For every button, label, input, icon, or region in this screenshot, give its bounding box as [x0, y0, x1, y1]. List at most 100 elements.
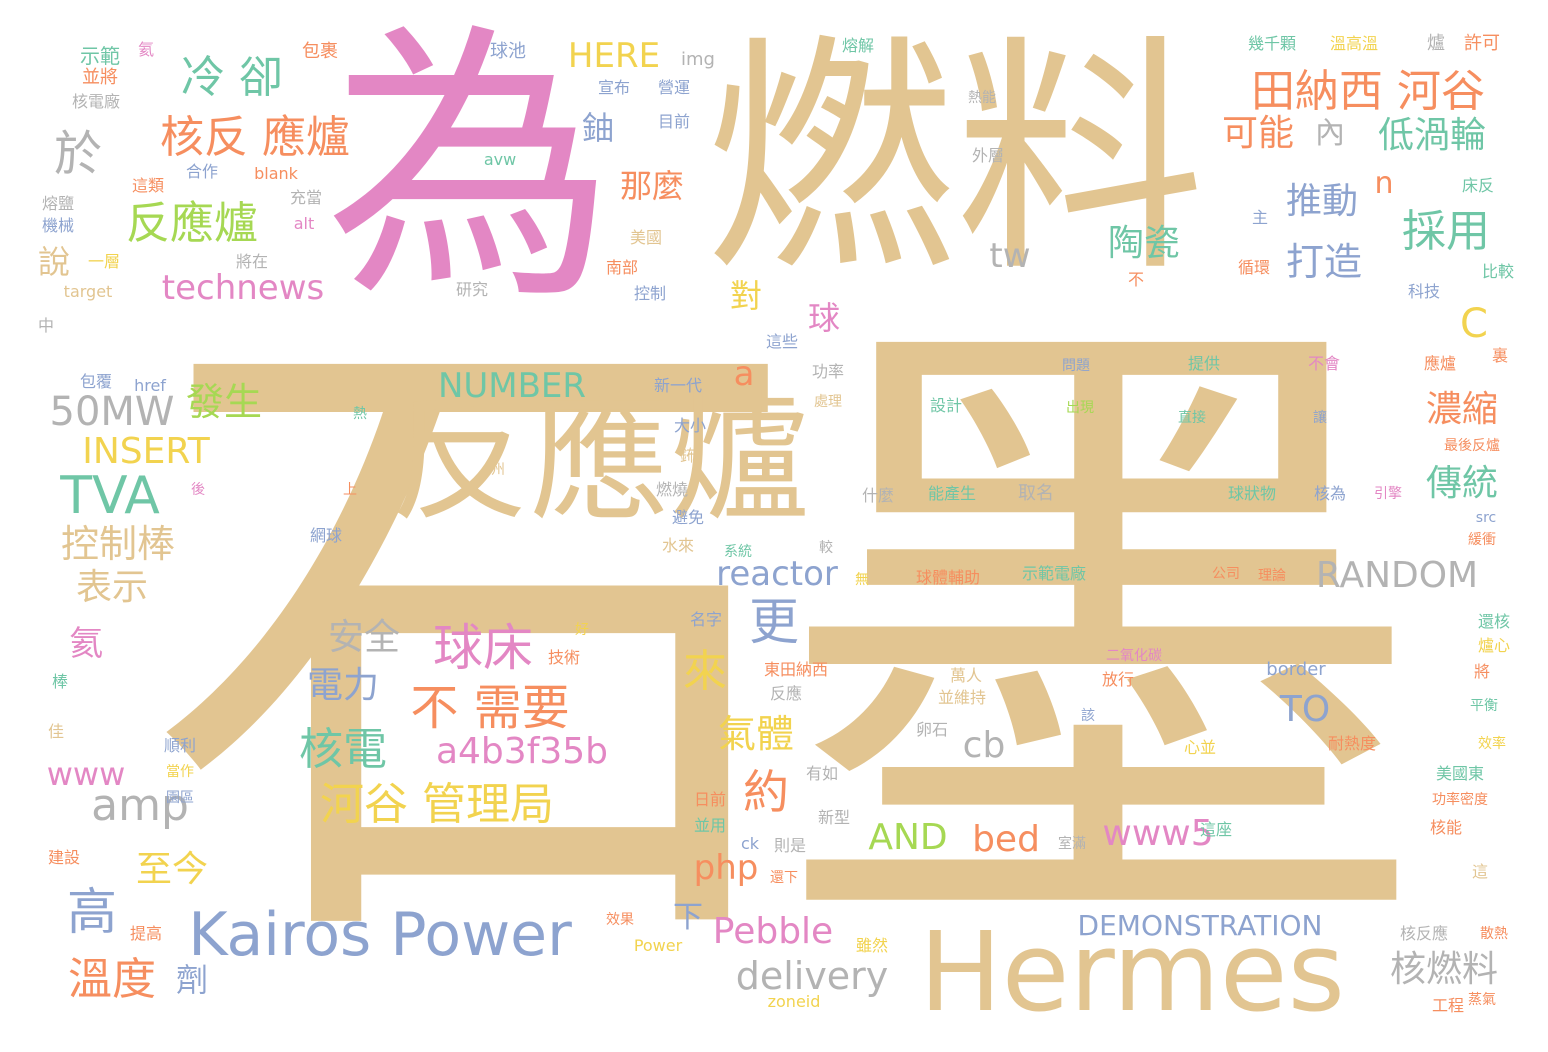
word-small: 床反 — [1461, 176, 1495, 195]
word-biaoshi: 表示 — [75, 567, 149, 608]
word-c: C — [1460, 301, 1488, 347]
word-small: 技術 — [547, 648, 581, 667]
word-small: 效果 — [606, 912, 634, 928]
word-small: 最後反爐 — [1444, 438, 1500, 454]
word-small: 爐 — [1427, 33, 1445, 54]
word-ji: 劑 — [175, 961, 209, 999]
word-small: 州 — [491, 462, 505, 478]
word-nei: 內 — [1315, 116, 1345, 151]
word-small: 還下 — [770, 870, 798, 886]
word-small: 上 — [343, 482, 357, 498]
word-small: 什麼 — [861, 486, 895, 505]
word-technews: technews — [161, 268, 325, 308]
word-small: alt — [293, 214, 315, 233]
word-small: 提供 — [1187, 354, 1221, 373]
word-small: 順利 — [163, 736, 197, 755]
word-small: 球池 — [490, 41, 526, 62]
word-50mw: 50MW — [49, 389, 175, 435]
word-small: ck — [740, 834, 760, 853]
word-small: 美國東 — [1435, 764, 1485, 783]
word-small: 這些 — [765, 332, 799, 351]
word-small: Power — [633, 936, 683, 955]
word-small: 棒 — [51, 672, 69, 691]
word-small: 功率 — [811, 362, 845, 381]
word-reactor: reactor — [716, 554, 838, 594]
word-qiti: 氣體 — [717, 712, 795, 756]
word-here: HERE — [567, 36, 661, 76]
word-small: 好 — [575, 622, 589, 638]
word-tuidong: 推動 — [1285, 181, 1359, 222]
word-qiu: 球 — [807, 299, 841, 337]
word-dazao: 打造 — [1285, 240, 1363, 284]
word-chuantong: 傳統 — [1425, 463, 1499, 504]
word-dianli: 電力 — [306, 665, 380, 706]
word-small: 不會 — [1307, 354, 1341, 373]
word-small: 許可 — [1464, 33, 1500, 54]
word-small: 系統 — [724, 544, 752, 560]
word-small: 東田納西 — [763, 660, 829, 679]
word-small: 提高 — [129, 924, 163, 943]
word-shimo: 石墨 — [150, 255, 1430, 1024]
word-small: 萬人 — [949, 666, 983, 685]
word-small: 室滿 — [1058, 836, 1086, 852]
word-small: 研究 — [455, 280, 489, 299]
word-small: 核電廠 — [71, 92, 121, 111]
word-kairos: Kairos Power — [188, 900, 572, 970]
word-small: 出現 — [1066, 400, 1094, 416]
word-small: 球狀物 — [1227, 484, 1277, 503]
word-small: 卵石 — [915, 720, 949, 739]
word-and: AND — [868, 817, 948, 858]
word-small: 比較 — [1481, 262, 1515, 281]
word-small: 美國 — [629, 228, 663, 247]
word-small: 建設 — [47, 848, 81, 867]
word-small: target — [63, 282, 113, 301]
word-wei: 為 — [325, 1, 615, 338]
word-small: 這座 — [1199, 820, 1233, 839]
word-small: 問題 — [1062, 358, 1090, 374]
word-small: 新一代 — [653, 376, 703, 395]
word-small: 不 — [1127, 270, 1145, 289]
word-fanyinglu2: 反應爐 — [126, 198, 258, 249]
word-small: 名字 — [689, 610, 723, 629]
word-small: 並將 — [82, 67, 118, 88]
word-small: 循環 — [1237, 258, 1271, 277]
word-dui: 對 — [729, 277, 763, 315]
word-small: 機械 — [41, 216, 75, 235]
word-cb: cb — [962, 725, 1006, 766]
word-small: 效率 — [1478, 736, 1506, 752]
word-a: a — [733, 354, 755, 394]
word-kongzhibang: 控制棒 — [60, 522, 176, 566]
word-small: 將 — [1473, 662, 1491, 681]
word-small: 當作 — [166, 764, 194, 780]
word-small: 佳 — [47, 722, 65, 741]
word-to: TO — [1279, 689, 1331, 730]
word-small: 雖然 — [855, 936, 889, 955]
word-small: 宣布 — [597, 78, 631, 97]
word-small: href — [134, 376, 166, 395]
word-small: 反應 — [769, 684, 803, 703]
word-php: php — [693, 848, 759, 888]
word-small: 燃燒 — [655, 480, 689, 499]
word-hai: 氦 — [69, 624, 103, 664]
word-small: 放行 — [1101, 670, 1135, 689]
word-small: 能產生 — [927, 484, 977, 503]
word-xia: 下 — [673, 900, 703, 935]
word-fasheng: 發生 — [185, 380, 263, 424]
word-small: 包裹 — [302, 41, 338, 62]
word-small: 包覆 — [79, 372, 113, 391]
word-demonstration: DEMONSTRATION — [1077, 909, 1323, 942]
word-www5: www5 — [1102, 813, 1214, 854]
word-small: 熔鹽 — [41, 194, 75, 213]
word-small: zoneid — [767, 992, 821, 1011]
word-small: 日前 — [693, 790, 727, 809]
word-shuo: 說 — [37, 243, 71, 281]
word-small: 還核 — [1477, 612, 1511, 631]
word-small: 中 — [37, 316, 55, 335]
word-heranliao: 核燃料 — [1389, 949, 1499, 990]
word-tw: tw — [989, 236, 1031, 276]
word-amp: amp — [91, 780, 189, 831]
word-small: 較 — [819, 540, 833, 556]
word-small: img — [681, 49, 715, 70]
word-nongsuo: 濃縮 — [1425, 389, 1499, 430]
word-small: 耐熱度 — [1327, 734, 1377, 753]
